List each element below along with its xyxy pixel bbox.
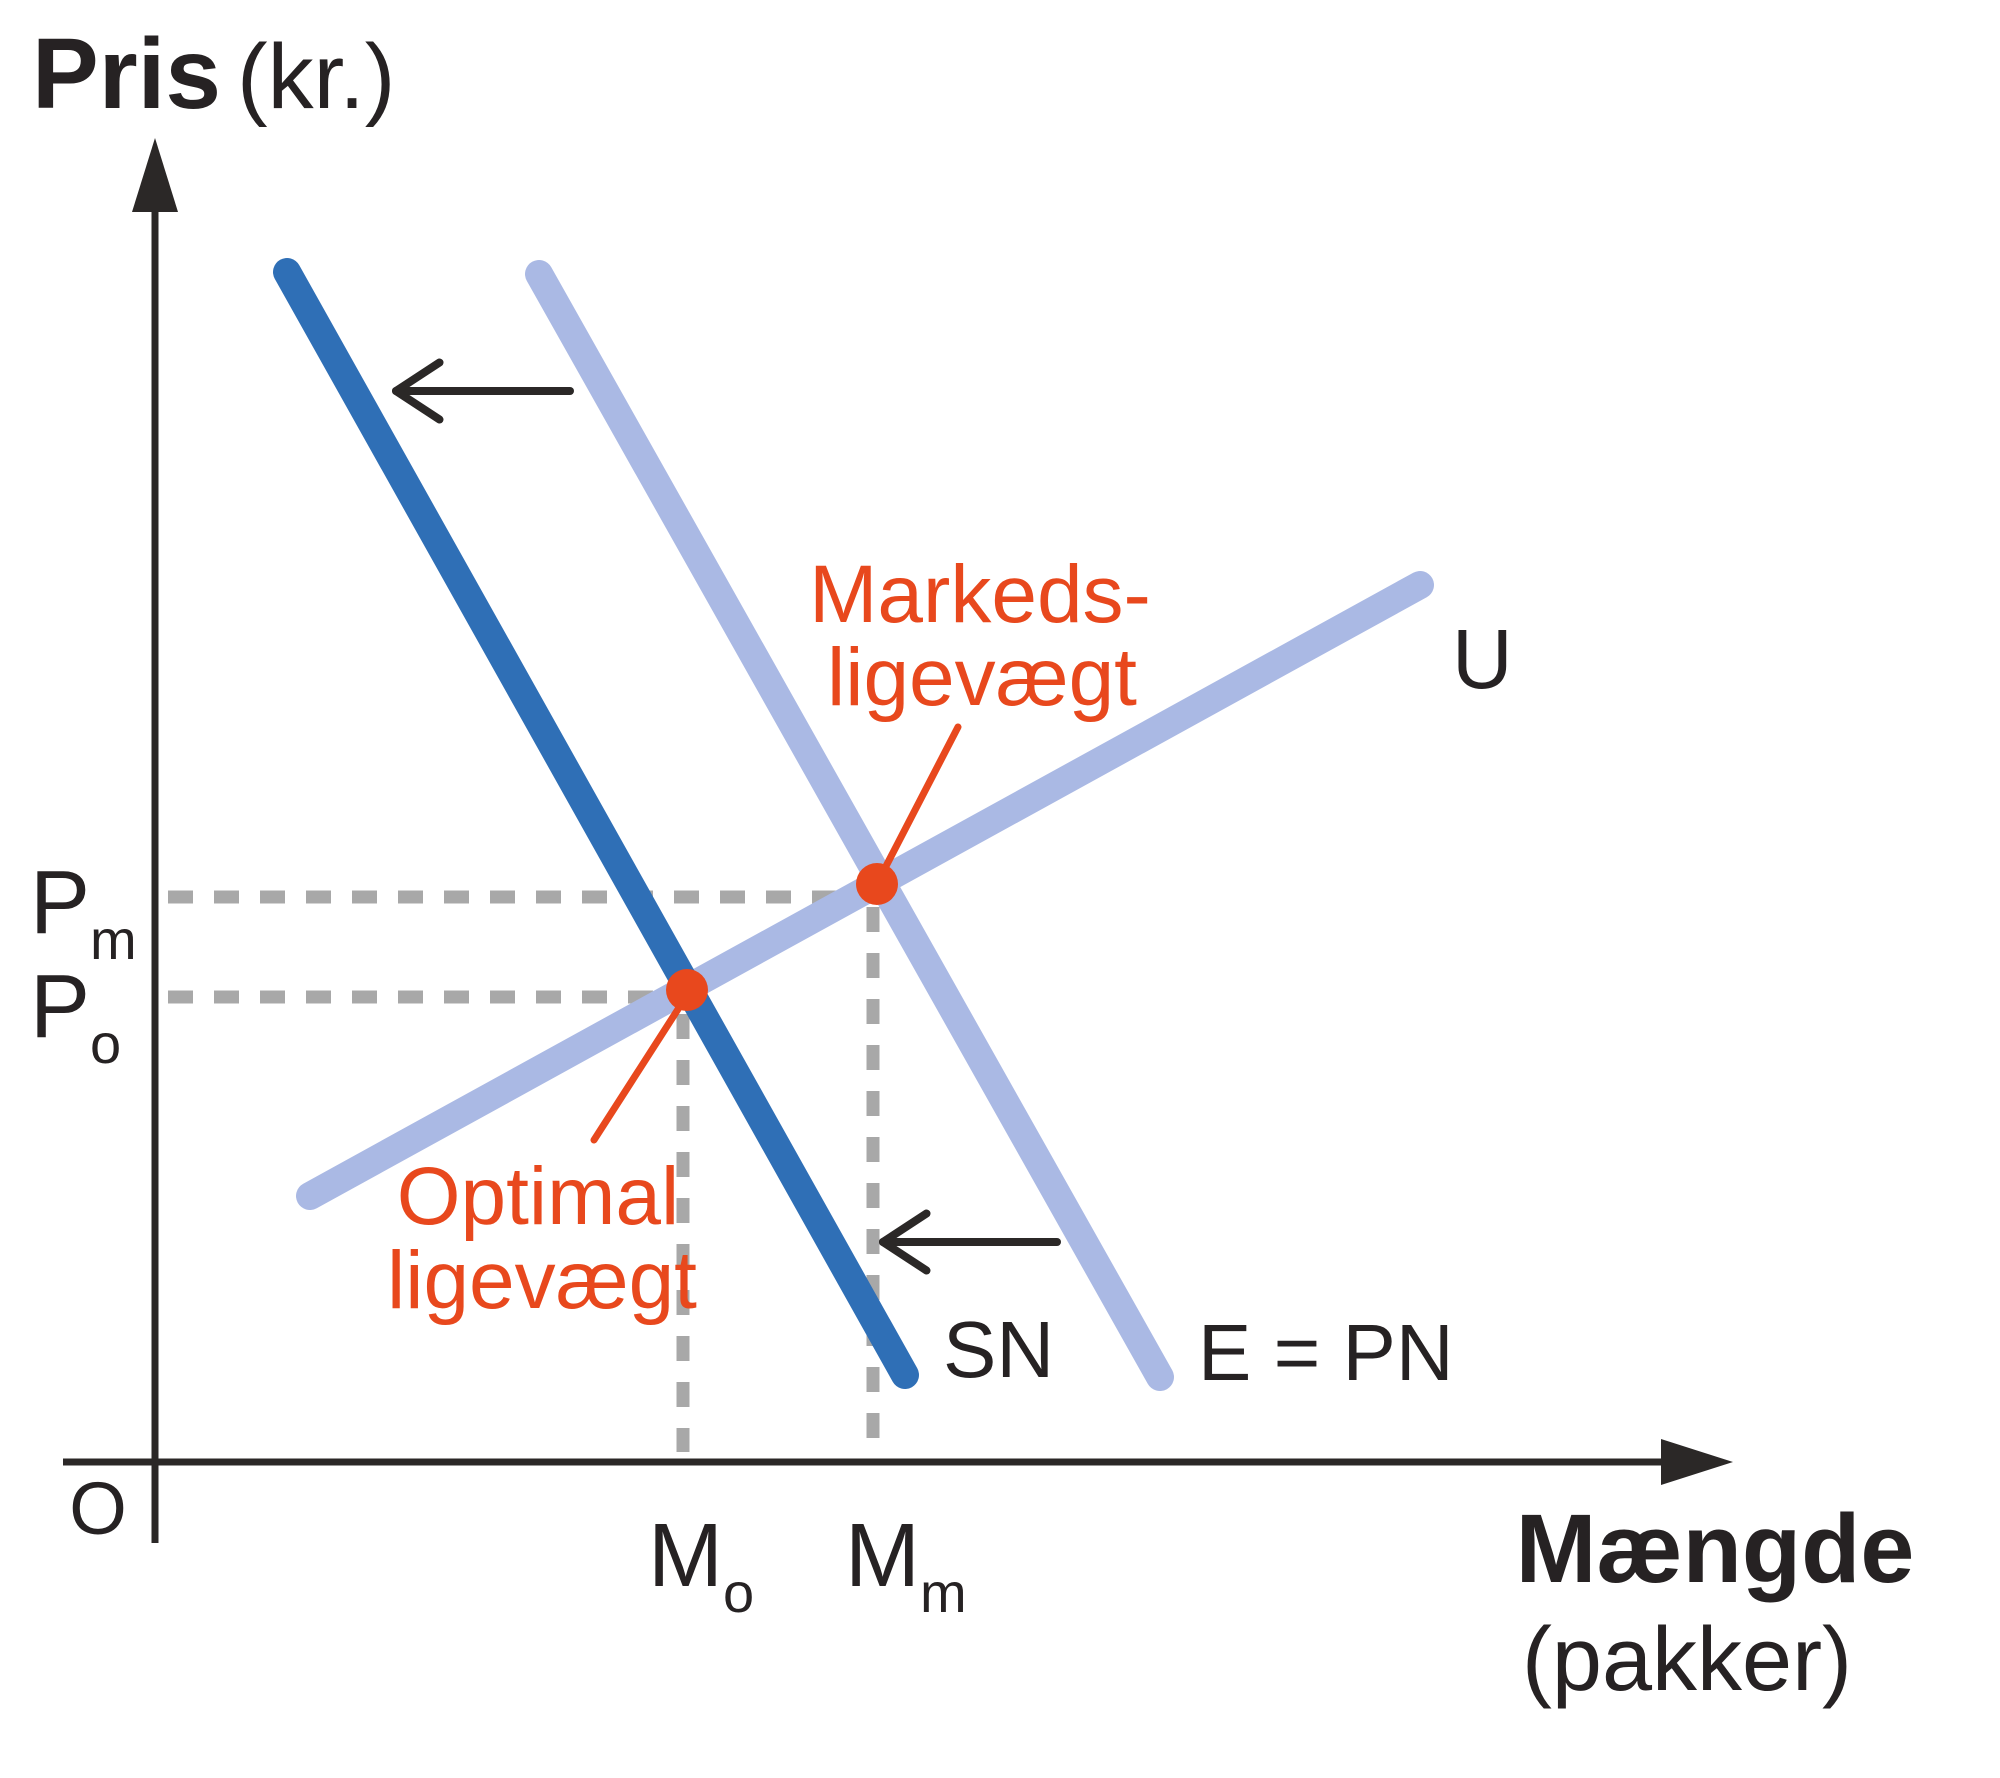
annotation-leader-lines-layer	[590, 723, 962, 1144]
x-axis-title: Mængde	[1516, 1494, 1915, 1603]
lower-shift-arrow-head-icon	[879, 1209, 931, 1275]
market-equilibrium-label-line1: Markeds-	[809, 549, 1151, 640]
quantity-optimal-tick-label: Mo	[648, 1506, 754, 1624]
u-curve-label: U	[1452, 612, 1513, 706]
po-base: P	[30, 957, 90, 1057]
x-axis-unit: (pakker)	[1522, 1610, 1852, 1710]
curve-epn	[525, 260, 1174, 1391]
mo-base: M	[648, 1506, 723, 1606]
optimal-leader	[590, 999, 686, 1144]
guide-dashed-lines-layer	[168, 890, 880, 1452]
mm-base: M	[845, 1506, 920, 1606]
market-equilibrium-label-line2: ligevægt	[827, 632, 1137, 723]
market-dot	[856, 863, 898, 905]
y-axis-title-bold: Pris	[32, 18, 221, 130]
quantity-market-tick-label: Mm	[845, 1506, 967, 1624]
epn-curve-label: E = PN	[1198, 1308, 1454, 1397]
equilibrium-dots-layer	[666, 863, 898, 1011]
price-market-tick-label: Pm	[30, 853, 137, 971]
market-leader	[880, 723, 962, 874]
y-axis-unit: (kr.)	[237, 26, 395, 128]
po-sub: o	[90, 1012, 121, 1075]
optimal-dot	[666, 969, 708, 1011]
mo-sub: o	[723, 1561, 754, 1624]
origin-label: O	[69, 1467, 127, 1550]
y-axis-title: Pris (kr.)	[32, 18, 395, 130]
upper-shift-arrow-head-icon	[392, 358, 444, 424]
optimal-equilibrium-label-line2: ligevægt	[387, 1235, 697, 1326]
optimal-equilibrium-label-line1: Optimal	[397, 1151, 680, 1242]
shift-arrows-layer	[392, 358, 1061, 1275]
axes	[63, 138, 1733, 1543]
price-optimal-tick-label: Po	[30, 957, 121, 1075]
y-axis-arrowhead-icon	[132, 138, 178, 212]
pm-base: P	[30, 853, 90, 953]
mm-sub: m	[920, 1561, 967, 1624]
curve-sn	[273, 258, 919, 1389]
sn-curve-label: SN	[943, 1305, 1054, 1394]
pm-sub: m	[90, 908, 137, 971]
x-axis-arrowhead-icon	[1661, 1439, 1733, 1485]
